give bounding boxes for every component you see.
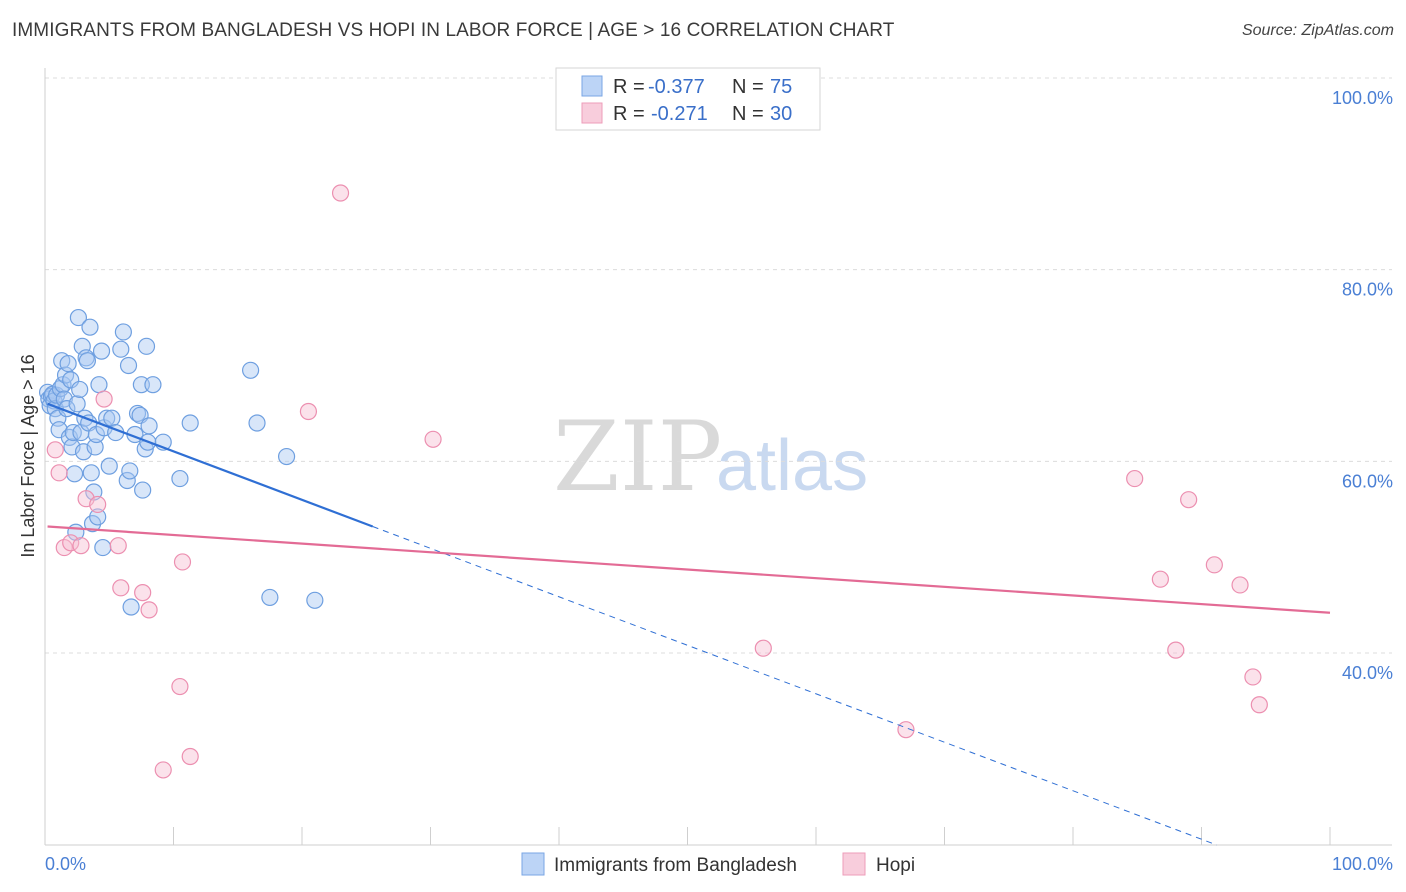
data-point [1231, 576, 1249, 594]
data-point [171, 469, 189, 488]
series-bangladesh-points [38, 308, 324, 616]
data-point [140, 417, 158, 435]
data-point [59, 354, 77, 373]
legend-r-value-2: -0.271 [651, 103, 708, 125]
data-point [134, 481, 152, 499]
legend-box: R = -0.377 N = 75 R = -0.271 N = 30 [555, 67, 821, 131]
data-point [69, 308, 88, 327]
data-point [248, 414, 266, 432]
trend-line-hopi [47, 525, 1331, 614]
data-point [277, 447, 296, 466]
data-point [1180, 491, 1198, 509]
legend-r-label-2: R = [613, 103, 645, 125]
data-point [261, 588, 279, 607]
watermark-zip: ZIP [553, 401, 722, 513]
y-axis-tick-labels: 40.0% 60.0% 80.0% 100.0% [1332, 88, 1393, 683]
bottom-legend-label-bangladesh: Immigrants from Bangladesh [554, 855, 797, 876]
data-point [1167, 641, 1185, 659]
source-label: Source: ZipAtlas.com [1241, 22, 1394, 39]
data-point [86, 438, 104, 456]
watermark-atlas: atlas [716, 426, 868, 506]
data-point [55, 390, 73, 408]
trend-line-bangladesh [47, 402, 374, 528]
data-point [1151, 570, 1169, 588]
legend-n-value-2: 30 [770, 103, 792, 125]
data-point [128, 404, 147, 423]
trend-line-bangladesh-extension [372, 526, 1217, 846]
legend-swatch-pink [581, 102, 603, 124]
data-point [897, 721, 915, 739]
data-point [46, 441, 64, 459]
data-point [65, 465, 84, 483]
data-point [92, 342, 111, 360]
y-tick-label: 40.0% [1342, 663, 1393, 683]
x-tick-label-max: 100.0% [1332, 854, 1393, 874]
data-point [114, 323, 132, 341]
bottom-legend-swatch-blue [521, 852, 545, 876]
data-point [299, 402, 318, 421]
data-point [72, 537, 90, 555]
data-point [140, 601, 158, 619]
data-point [1244, 668, 1262, 686]
data-point [181, 414, 199, 432]
data-point [95, 390, 113, 408]
data-point [134, 584, 152, 602]
data-point [68, 395, 86, 413]
data-point [100, 457, 118, 475]
data-point [94, 538, 112, 557]
data-point [119, 356, 138, 375]
data-point [103, 409, 121, 427]
data-point [62, 534, 80, 552]
data-point [77, 349, 95, 367]
data-point [306, 591, 324, 609]
series-hopi-points [46, 184, 1268, 779]
bottom-legend-label-hopi: Hopi [876, 855, 915, 876]
data-point [118, 471, 136, 490]
data-point [50, 464, 68, 482]
data-point [171, 677, 189, 696]
data-point [90, 376, 108, 394]
legend-n-label-2: N = [732, 103, 764, 125]
data-point [81, 318, 99, 336]
data-point [89, 508, 107, 526]
data-point [137, 337, 156, 355]
y-tick-label: 100.0% [1332, 88, 1393, 108]
data-point [144, 376, 162, 394]
legend-swatch-blue [581, 75, 603, 97]
data-point [112, 579, 130, 597]
trend-lines [47, 402, 1331, 846]
legend-n-label-1: N = [732, 76, 764, 98]
data-point [78, 352, 97, 370]
chart-title: IMMIGRANTS FROM BANGLADESH VS HOPI IN LA… [12, 20, 895, 41]
data-point [121, 462, 139, 480]
data-point [1126, 469, 1144, 488]
x-axis-ticks [44, 827, 1331, 845]
legend-r-label-1: R = [613, 76, 645, 98]
data-point [82, 464, 100, 482]
y-tick-label: 60.0% [1342, 471, 1393, 491]
y-tick-label: 80.0% [1342, 280, 1393, 300]
data-point [109, 537, 127, 555]
data-point [1250, 696, 1268, 714]
bottom-legend: Immigrants from Bangladesh Hopi [521, 852, 915, 876]
data-point [331, 184, 350, 202]
data-point [173, 553, 192, 571]
data-point [89, 495, 107, 514]
y-axis-label: In Labor Force | Age > 16 [18, 354, 38, 557]
data-point [242, 361, 260, 379]
data-point [154, 761, 172, 779]
data-point [71, 380, 89, 399]
legend-n-value-1: 75 [770, 76, 792, 98]
bottom-legend-swatch-pink [842, 852, 866, 876]
grid-lines [45, 77, 1392, 654]
data-point [754, 639, 772, 657]
data-point [112, 340, 130, 358]
legend-r-value-1: -0.377 [648, 76, 705, 98]
data-point [424, 430, 442, 448]
data-point [1205, 556, 1223, 574]
data-point [181, 747, 199, 766]
x-tick-label-min: 0.0% [45, 854, 86, 874]
data-point [122, 598, 140, 616]
